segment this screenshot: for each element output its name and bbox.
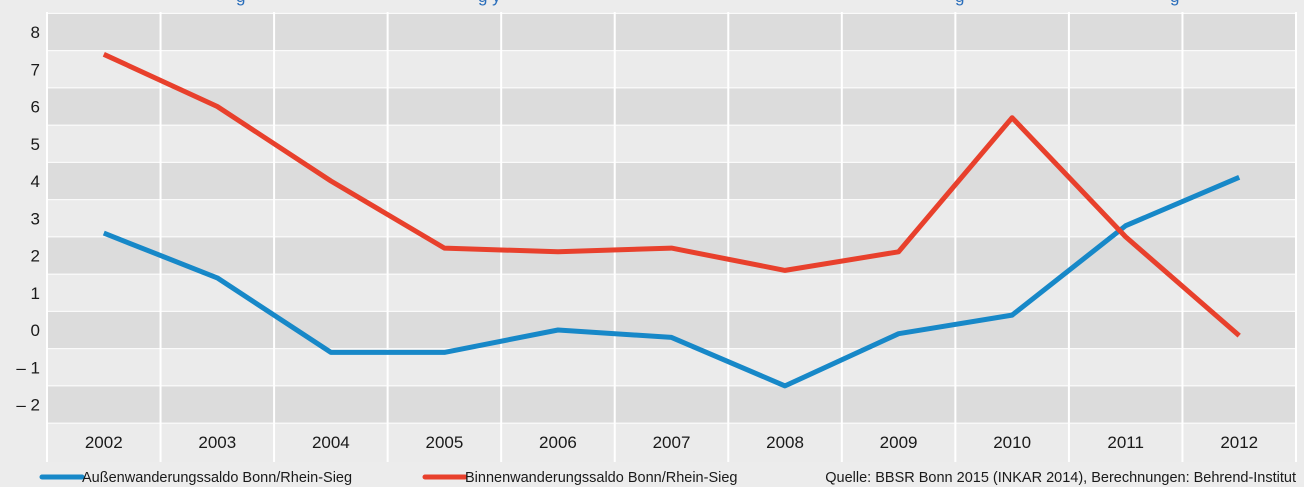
y-tick-label: – 1	[16, 358, 40, 377]
grid-band	[47, 87, 1296, 126]
series-lines	[102, 52, 1241, 389]
grid-band	[47, 162, 1296, 200]
series-line-binnenwanderung	[102, 52, 1241, 338]
y-tick-label: – 2	[16, 396, 40, 415]
y-tick-label: 7	[31, 60, 40, 79]
grid-band	[47, 125, 1296, 163]
y-tick-label: 5	[31, 135, 40, 154]
legend-label: Binnenwanderungssaldo Bonn/Rhein-Sieg	[465, 470, 737, 486]
x-tick-label: 2002	[85, 433, 123, 452]
y-tick-label: 2	[31, 247, 40, 266]
grid-band	[47, 385, 1296, 424]
x-tick-label: 2004	[312, 433, 350, 452]
grid-band	[47, 236, 1296, 275]
x-tick-label: 2012	[1220, 433, 1258, 452]
y-tick-label: 4	[31, 172, 40, 191]
vertical-gridlines	[46, 12, 1297, 462]
x-axis-strip	[47, 424, 1296, 462]
chart-title-fragment: g	[955, 0, 964, 6]
grid-band	[47, 274, 1296, 312]
grid-band	[47, 348, 1296, 386]
legend: Außenwanderungssaldo Bonn/Rhein-Sieg Binn…	[39, 470, 1296, 486]
x-tick-label: 2009	[880, 433, 918, 452]
grid-band	[47, 13, 1296, 51]
x-tick-label: 2007	[653, 433, 691, 452]
grid-band	[47, 311, 1296, 349]
legend-label: Außenwanderungssaldo Bonn/Rhein-Sieg	[82, 470, 352, 486]
chart-title-fragments: gg ygg	[236, 0, 1179, 6]
grid-band	[47, 50, 1296, 88]
y-tick-label: 1	[31, 284, 40, 303]
chart-title-fragment: g	[236, 0, 245, 6]
chart-title-fragment: g	[1170, 0, 1179, 6]
y-tick-label: 8	[31, 23, 40, 42]
chart-title-fragment: g y	[478, 0, 501, 6]
x-tick-label: 2008	[766, 433, 804, 452]
grid-band	[47, 199, 1296, 237]
y-tick-label: 0	[31, 321, 40, 340]
x-tick-label: 2005	[425, 433, 463, 452]
y-axis-ticks: 8 7 6 5 4 3 2 1 0 – 1 – 2	[16, 23, 40, 415]
y-tick-label: 6	[31, 98, 40, 117]
x-tick-label: 2006	[539, 433, 577, 452]
series-line-aussenwanderung	[102, 175, 1241, 389]
x-axis-ticks: 2002 2003 2004 2005 2006 2007 2008 2009 2010 2011…	[85, 433, 1258, 452]
source-note: Quelle: BBSR Bonn 2015 (INKAR 2014), Ber…	[825, 470, 1296, 486]
y-tick-label: 3	[31, 209, 40, 228]
x-tick-label: 2011	[1107, 433, 1144, 452]
x-tick-label: 2010	[993, 433, 1031, 452]
x-tick-label: 2003	[198, 433, 236, 452]
